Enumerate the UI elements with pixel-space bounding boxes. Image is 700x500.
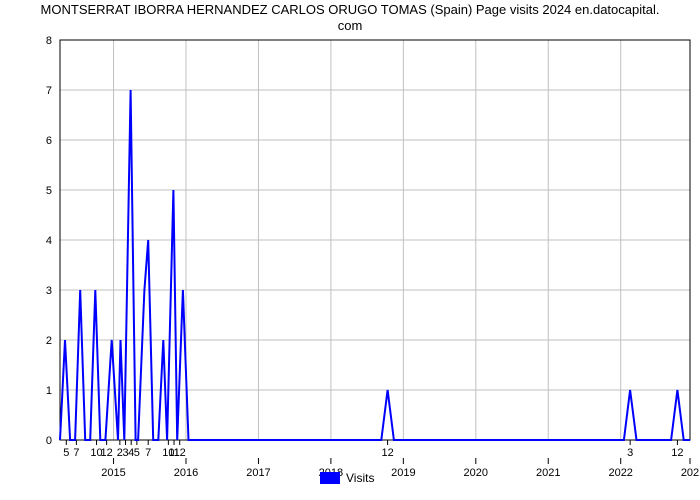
- x-month-label: 5: [134, 447, 140, 459]
- chart-container: MONTSERRAT IBORRA HERNANDEZ CARLOS ORUGO…: [0, 0, 700, 500]
- x-month-label: 7: [145, 447, 151, 459]
- x-axis: 5710122345710111212312201520162017201820…: [60, 440, 699, 479]
- x-year-label: 2016: [174, 467, 198, 479]
- x-year-label: 2022: [608, 467, 632, 479]
- x-year-label: 2015: [101, 467, 125, 479]
- y-tick-label: 8: [46, 35, 52, 47]
- x-year-label: 2020: [464, 467, 488, 479]
- chart-title: MONTSERRAT IBORRA HERNANDEZ CARLOS ORUGO…: [41, 2, 660, 33]
- y-tick-label: 7: [46, 85, 52, 97]
- x-month-label: 7: [73, 447, 79, 459]
- x-month-label: 12: [174, 447, 186, 459]
- visits-line-chart: MONTSERRAT IBORRA HERNANDEZ CARLOS ORUGO…: [0, 0, 700, 500]
- chart-title-line2: com: [338, 18, 363, 33]
- chart-title-line1: MONTSERRAT IBORRA HERNANDEZ CARLOS ORUGO…: [41, 2, 660, 17]
- y-tick-label: 3: [46, 285, 52, 297]
- x-year-label: 202: [681, 467, 699, 479]
- x-month-label: 12: [381, 447, 393, 459]
- legend-label: Visits: [346, 471, 374, 485]
- x-month-label: 12: [671, 447, 683, 459]
- y-tick-label: 2: [46, 335, 52, 347]
- y-tick-label: 1: [46, 385, 52, 397]
- x-month-label: 5: [63, 447, 69, 459]
- legend-swatch: [320, 472, 340, 484]
- y-tick-label: 4: [46, 235, 52, 247]
- y-tick-label: 6: [46, 135, 52, 147]
- x-year-label: 2017: [246, 467, 270, 479]
- x-year-label: 2019: [391, 467, 415, 479]
- y-tick-label: 0: [46, 435, 52, 447]
- y-tick-label: 5: [46, 185, 52, 197]
- line-series: [60, 90, 690, 440]
- visits-line: [60, 90, 690, 440]
- x-month-label: 3: [627, 447, 633, 459]
- x-month-label: 12: [100, 447, 112, 459]
- y-axis: 0 1 2 3 4 5 6 7 8: [46, 35, 52, 447]
- chart-legend: Visits: [320, 471, 374, 485]
- x-year-label: 2021: [536, 467, 560, 479]
- chart-grid: [60, 40, 690, 440]
